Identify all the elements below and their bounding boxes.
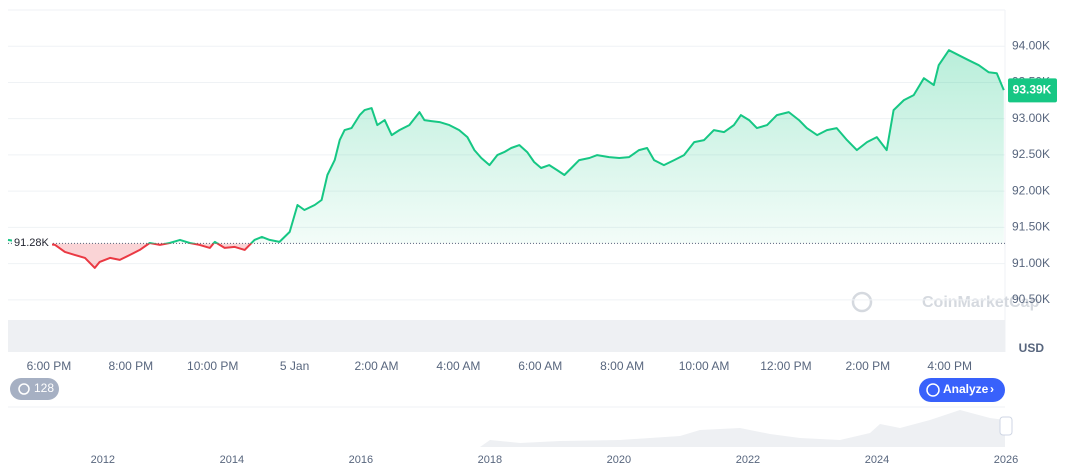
current-price-label: 93.39K bbox=[1013, 83, 1052, 97]
badge-count: 128 bbox=[34, 381, 54, 395]
analyze-button[interactable] bbox=[919, 378, 1005, 402]
navigator-area bbox=[8, 410, 1005, 447]
volume-band bbox=[8, 320, 1005, 352]
y-tick-label: 92.00K bbox=[1012, 183, 1050, 197]
navigator-year: 2016 bbox=[349, 454, 373, 466]
baseline-label: 91.28K bbox=[14, 237, 50, 249]
y-tick-label: 91.50K bbox=[1012, 220, 1050, 234]
navigator: 2012 2014 2016 2018 2020 2022 2024 2026 bbox=[91, 454, 1019, 466]
price-line bbox=[7, 49, 1005, 269]
badge[interactable] bbox=[10, 378, 59, 400]
y-tick-label: 93.00K bbox=[1012, 111, 1050, 125]
x-tick-label: 6:00 AM bbox=[518, 359, 562, 373]
x-tick-label: 10:00 PM bbox=[187, 359, 238, 373]
y-tick-label: 92.50K bbox=[1012, 147, 1050, 161]
analyze-label: Analyze bbox=[943, 382, 989, 396]
navigator-year: 2014 bbox=[220, 454, 244, 466]
x-tick-label: 8:00 PM bbox=[108, 359, 153, 373]
y-tick-label: 91.00K bbox=[1012, 256, 1050, 270]
navigator-year: 2020 bbox=[607, 454, 631, 466]
x-tick-label: 4:00 PM bbox=[927, 359, 972, 373]
x-tick-label: 5 Jan bbox=[280, 359, 309, 373]
x-tick-label: 4:00 AM bbox=[436, 359, 480, 373]
area-up bbox=[8, 50, 1004, 244]
x-tick-label: 2:00 AM bbox=[354, 359, 398, 373]
x-tick-label: 10:00 AM bbox=[679, 359, 730, 373]
watermark-logo bbox=[851, 291, 873, 313]
navigator-year: 2018 bbox=[478, 454, 502, 466]
analyze-icon bbox=[926, 383, 940, 397]
plot: 90.50K91.00K91.50K92.00K92.50K93.00K93.5… bbox=[7, 38, 1057, 373]
baseline-label-bg bbox=[12, 235, 52, 252]
x-tick-label: 12:00 PM bbox=[760, 359, 811, 373]
navigator-handle[interactable] bbox=[999, 416, 1013, 436]
current-price-badge bbox=[1008, 78, 1057, 103]
navigator-year: 2022 bbox=[736, 454, 760, 466]
analyze-arrow: › bbox=[990, 382, 994, 396]
navigator-year: 2012 bbox=[91, 454, 115, 466]
x-tick-label: 6:00 PM bbox=[27, 359, 72, 373]
x-tick-label: 8:00 AM bbox=[600, 359, 644, 373]
watermark: CoinMarketCap bbox=[922, 294, 1040, 311]
x-tick-label: 2:00 PM bbox=[845, 359, 890, 373]
area-down bbox=[8, 243, 1004, 268]
y-tick-label: 94.00K bbox=[1012, 38, 1050, 52]
navigator-year: 2024 bbox=[865, 454, 889, 466]
y-tick-label: 90.50K bbox=[1012, 292, 1050, 306]
currency-label: USD bbox=[1019, 341, 1045, 355]
badge-icon bbox=[18, 383, 30, 395]
navigator-year: 2026 bbox=[994, 454, 1018, 466]
